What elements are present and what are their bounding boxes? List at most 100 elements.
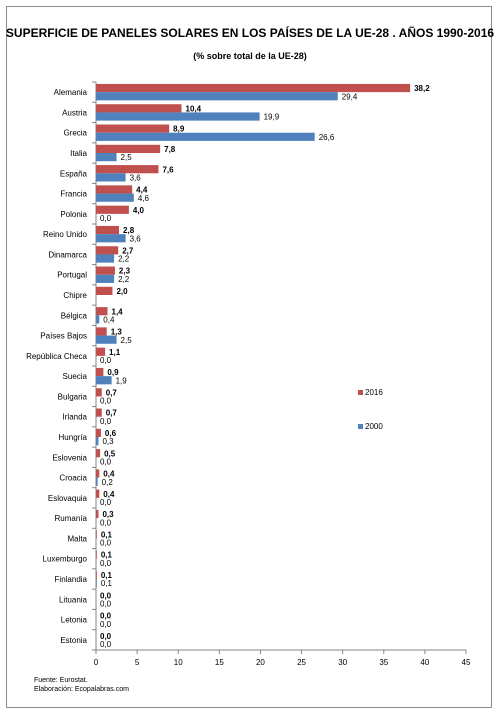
bar-2000 [96, 153, 117, 162]
category-label: Eslovaquia [48, 494, 88, 503]
data-label-2000: 0,0 [100, 214, 112, 223]
category-label: Croacia [59, 474, 87, 483]
bar-2016 [96, 530, 97, 539]
bar-2016 [96, 570, 97, 579]
category-label: República Checa [26, 352, 87, 361]
bar-2016 [96, 509, 99, 519]
data-label-2000: 2,2 [118, 275, 130, 284]
data-label-2000: 0,0 [100, 559, 112, 568]
data-label-2000: 2,5 [121, 153, 133, 162]
chart-title: SUPERFICIE DE PANELES SOLARES EN LOS PAÍ… [5, 26, 495, 40]
data-label-2016: 0,0 [100, 632, 112, 641]
bar-2000 [96, 193, 134, 202]
x-tick-label: 30 [338, 658, 347, 667]
data-label-2000: 0,0 [100, 417, 112, 426]
category-label: Letonia [61, 616, 88, 625]
category-label: Austria [62, 108, 87, 117]
data-label-2000: 0,3 [102, 437, 114, 446]
bar-2000 [96, 335, 117, 344]
bar-2016 [96, 185, 133, 194]
data-label-2016: 0,4 [103, 470, 115, 479]
bar-2000 [96, 173, 126, 182]
data-label-2000: 0,2 [102, 478, 114, 487]
category-label: Rumanía [55, 514, 88, 523]
credit-text: Elaboración: Ecopalabras.com [34, 686, 129, 693]
bar-2000 [96, 315, 100, 324]
data-label-2000: 0,0 [100, 498, 112, 507]
category-label: Chipre [63, 291, 87, 300]
legend-label-2000: 2000 [365, 422, 383, 431]
data-label-2016: 2,3 [119, 267, 131, 276]
category-label: Francia [60, 190, 87, 199]
data-label-2000: 0,0 [100, 640, 112, 649]
bar-2016 [96, 367, 104, 377]
data-label-2000: 2,5 [121, 336, 133, 345]
category-label: Suecia [63, 372, 88, 381]
data-label-2000: 3,6 [130, 173, 142, 182]
category-label: Reino Unido [43, 230, 88, 239]
data-label-2016: 0,1 [101, 530, 113, 539]
legend-marker-2000 [358, 424, 363, 429]
data-label-2016: 4,0 [133, 206, 145, 215]
chart-frame [6, 6, 492, 708]
category-label: Polonia [60, 210, 87, 219]
category-label: Portugal [57, 271, 87, 280]
category-label: Italia [70, 149, 87, 158]
category-label: Malta [67, 534, 87, 543]
x-tick-label: 15 [215, 658, 224, 667]
bar-2016 [96, 388, 102, 397]
data-label-2016: 0,0 [100, 591, 112, 600]
data-label-2016: 10,4 [186, 104, 202, 113]
category-label: Bulgaria [58, 392, 88, 401]
category-label: Luxemburgo [43, 555, 88, 564]
bar-2016 [96, 489, 100, 498]
data-label-2016: 2,8 [123, 226, 135, 235]
data-label-2000: 4,6 [138, 194, 150, 203]
data-label-2000: 1,9 [116, 376, 128, 385]
bar-2016 [96, 205, 129, 214]
bar-2016 [96, 83, 411, 93]
category-label: Bélgica [61, 311, 88, 320]
x-tick-label: 40 [420, 658, 429, 667]
bar-2000 [96, 254, 115, 263]
category-label: España [60, 169, 88, 178]
data-label-2016: 0,1 [101, 551, 113, 560]
bar-2016 [96, 124, 170, 133]
data-label-2016: 1,1 [109, 348, 121, 357]
bar-2016 [96, 266, 115, 275]
source-text: Fuente: Eurostat. [34, 677, 88, 684]
data-label-2016: 0,4 [103, 490, 115, 499]
data-label-2000: 0,0 [100, 518, 112, 527]
data-label-2000: 0,0 [100, 356, 112, 365]
x-tick-label: 20 [256, 658, 265, 667]
bar-2000 [96, 376, 112, 385]
data-label-2016: 0,1 [101, 571, 113, 580]
category-label: Lituania [59, 595, 88, 604]
data-label-2000: 0,4 [103, 315, 115, 324]
data-label-2000: 2,2 [118, 255, 130, 264]
data-label-2016: 38,2 [414, 84, 430, 93]
category-label: Eslovenia [52, 453, 87, 462]
data-label-2016: 4,4 [136, 186, 148, 195]
data-label-2000: 0,0 [100, 397, 112, 406]
category-label: Finlandia [55, 575, 88, 584]
bar-2016 [96, 104, 182, 113]
chart-subtitle: (% sobre total de la UE-28) [193, 51, 307, 61]
data-label-2016: 0,7 [106, 409, 118, 418]
data-label-2000: 26,6 [319, 133, 335, 142]
category-label: Estonia [60, 636, 87, 645]
x-tick-label: 35 [379, 658, 388, 667]
data-label-2000: 29,4 [342, 92, 358, 101]
x-tick-label: 45 [462, 658, 471, 667]
data-label-2000: 0,0 [100, 539, 112, 548]
data-label-2016: 8,9 [173, 125, 185, 134]
bar-2016 [96, 144, 161, 153]
data-label-2000: 0,0 [100, 620, 112, 629]
bar-2000 [96, 132, 315, 141]
x-tick-label: 10 [174, 658, 183, 667]
bar-2000 [96, 92, 338, 101]
bar-2016 [96, 408, 102, 417]
bar-2016 [96, 469, 100, 478]
data-label-2000: 19,9 [264, 113, 280, 122]
